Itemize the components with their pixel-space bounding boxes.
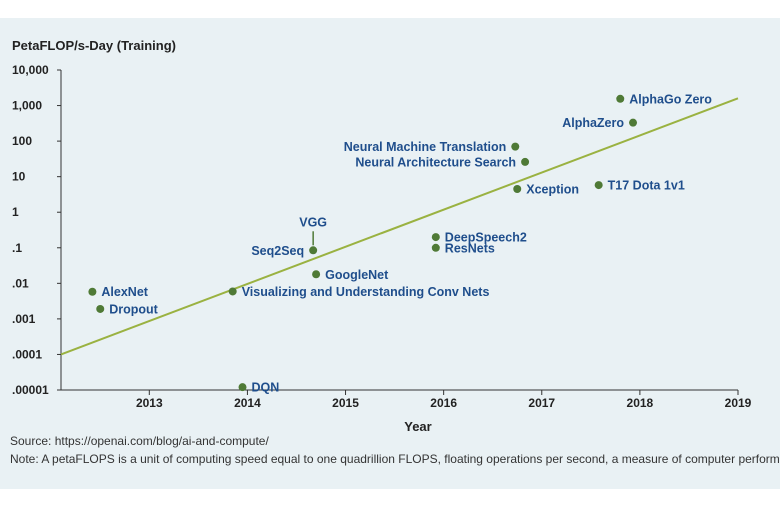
data-point-label: Neural Machine Translation: [344, 140, 507, 154]
data-point: [312, 270, 321, 279]
data-point-label: DeepSpeech2: [445, 231, 527, 245]
data-point-label: AlphaGo Zero: [629, 92, 712, 106]
data-point: [511, 142, 520, 151]
y-tick-label: 1: [12, 205, 19, 219]
trend-line: [60, 97, 739, 356]
y-tick-label: .001: [12, 312, 36, 326]
y-tick-label: .0001: [12, 347, 42, 361]
y-tick-label: 1,000: [12, 99, 42, 113]
data-point: [431, 233, 440, 242]
data-point-label: Seq2Seq: [251, 244, 304, 258]
data-point: [431, 243, 440, 252]
data-point: [309, 246, 318, 255]
x-tick-label: 2016: [430, 396, 457, 410]
data-point: [238, 383, 247, 392]
data-point: [228, 287, 237, 296]
y-tick-label: 100: [12, 134, 32, 148]
note-text: Note: A petaFLOPS is a unit of computing…: [10, 452, 780, 466]
data-point: [88, 287, 97, 296]
x-tick-label: 2019: [725, 396, 752, 410]
y-axis-title: PetaFLOP/s-Day (Training): [12, 38, 176, 53]
source-text: Source: https://openai.com/blog/ai-and-c…: [10, 434, 269, 448]
data-point-label: Neural Architecture Search: [355, 155, 516, 169]
y-tick-label: .00001: [12, 383, 49, 397]
data-point-label: GoogleNet: [325, 268, 389, 282]
x-tick-label: 2014: [234, 396, 261, 410]
data-point-label: VGG: [299, 215, 327, 229]
x-tick-label: 2018: [627, 396, 654, 410]
data-point: [513, 184, 522, 193]
data-point-label: T17 Dota 1v1: [608, 179, 685, 193]
footer-notes: Source: https://openai.com/blog/ai-and-c…: [10, 432, 780, 468]
data-point-label: DQN: [252, 381, 280, 395]
data-point: [96, 304, 105, 313]
data-point-label: Dropout: [109, 302, 158, 316]
data-point-label: Xception: [526, 182, 579, 196]
y-tick-label: 10,000: [12, 63, 49, 77]
data-point: [594, 181, 603, 190]
data-point-label: AlexNet: [101, 285, 148, 299]
y-tick-label: 10: [12, 170, 26, 184]
x-tick-label: 2015: [332, 396, 359, 410]
chart-panel: [0, 18, 780, 489]
data-point: [521, 157, 530, 166]
x-tick-label: 2013: [136, 396, 163, 410]
y-tick-label: .01: [12, 276, 29, 290]
x-tick-label: 2017: [528, 396, 555, 410]
data-point-label: Visualizing and Understanding Conv Nets: [242, 285, 490, 299]
y-tick-label: .1: [12, 241, 22, 255]
data-point-label: AlphaZero: [562, 116, 624, 130]
data-point: [629, 118, 638, 127]
data-point: [616, 94, 625, 103]
x-axis-title: Year: [404, 419, 431, 434]
data-point-label: ResNets: [445, 241, 495, 255]
